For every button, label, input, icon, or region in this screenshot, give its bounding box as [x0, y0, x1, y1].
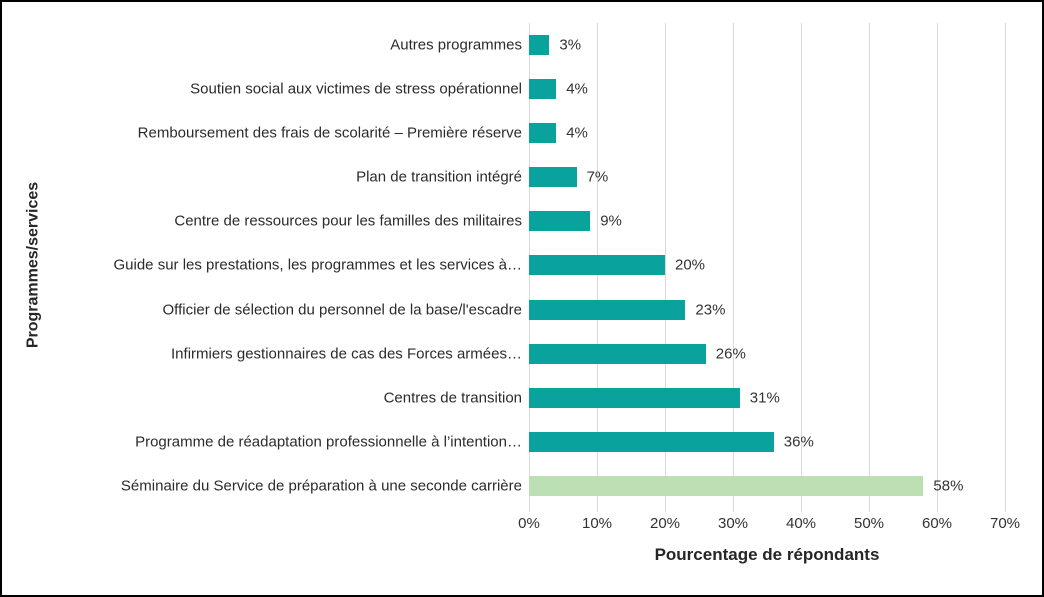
category-label: Soutien social aux victimes de stress op… — [190, 80, 522, 98]
bar — [529, 123, 557, 144]
value-label: 23% — [695, 301, 726, 319]
bar-row: Guide sur les prestations, les programme… — [2, 243, 1042, 287]
bar-row: Officier de sélection du personnel de la… — [2, 288, 1042, 332]
bar — [529, 255, 665, 276]
value-label: 4% — [566, 80, 588, 98]
gridline — [733, 23, 734, 512]
x-tick-label: 50% — [853, 515, 885, 532]
category-label: Officier de sélection du personnel de la… — [162, 301, 522, 319]
bar-row: Centre de ressources pour les familles d… — [2, 199, 1042, 243]
bar — [529, 167, 577, 188]
value-label: 31% — [749, 389, 780, 407]
category-label: Plan de transition intégré — [356, 168, 522, 186]
value-label: 7% — [586, 168, 609, 186]
category-label: Autres programmes — [390, 36, 522, 54]
value-label: 58% — [933, 477, 964, 495]
bar — [529, 35, 550, 56]
bar — [529, 343, 706, 364]
category-label: Programme de réadaptation professionnell… — [135, 433, 522, 451]
bar-row: Centres de transition 31% — [2, 376, 1042, 420]
category-label: Séminaire du Service de préparation à un… — [120, 477, 522, 495]
gridline — [937, 23, 938, 512]
bar-row: Remboursement des frais de scolarité – P… — [2, 111, 1042, 155]
bar — [529, 79, 557, 100]
bar-row: Séminaire du Service de préparation à un… — [2, 464, 1042, 508]
value-label: 36% — [783, 433, 814, 451]
gridline — [869, 23, 870, 512]
bar — [529, 211, 591, 232]
x-tick-label: 70% — [989, 515, 1021, 532]
x-tick-label: 10% — [581, 515, 613, 532]
x-tick-label: 20% — [649, 515, 681, 532]
x-tick-label: 60% — [921, 515, 953, 532]
bar-row: Programme de réadaptation professionnell… — [2, 420, 1042, 464]
bar-row: Plan de transition intégré 7% — [2, 155, 1042, 199]
bar-row: Infirmiers gestionnaires de cas des Forc… — [2, 332, 1042, 376]
value-label: 4% — [566, 124, 588, 142]
category-label: Centres de transition — [383, 389, 522, 407]
value-label: 9% — [600, 212, 622, 230]
bar-row: Soutien social aux victimes de stress op… — [2, 67, 1042, 111]
gridline — [801, 23, 802, 512]
bar — [529, 299, 686, 320]
category-label: Infirmiers gestionnaires de cas des Forc… — [171, 345, 522, 363]
value-label: 20% — [675, 256, 706, 274]
gridline — [665, 23, 666, 512]
gridline — [1005, 23, 1006, 512]
y-axis-title: Programmes/services — [24, 181, 41, 348]
x-tick-label: 0% — [518, 515, 540, 532]
category-label: Guide sur les prestations, les programme… — [113, 256, 523, 274]
value-label: 26% — [715, 345, 746, 363]
bar-row: Autres programmes 3% — [2, 23, 1042, 67]
x-tick-label: 40% — [785, 515, 817, 532]
bar — [529, 475, 924, 496]
bar — [529, 431, 774, 452]
x-tick-label: 30% — [717, 515, 749, 532]
value-label: 3% — [559, 36, 582, 54]
x-axis-title: Pourcentage de répondants — [654, 545, 880, 564]
bar — [529, 387, 740, 408]
category-label: Remboursement des frais de scolarité – P… — [137, 124, 522, 142]
category-label: Centre de ressources pour les familles d… — [174, 212, 522, 230]
